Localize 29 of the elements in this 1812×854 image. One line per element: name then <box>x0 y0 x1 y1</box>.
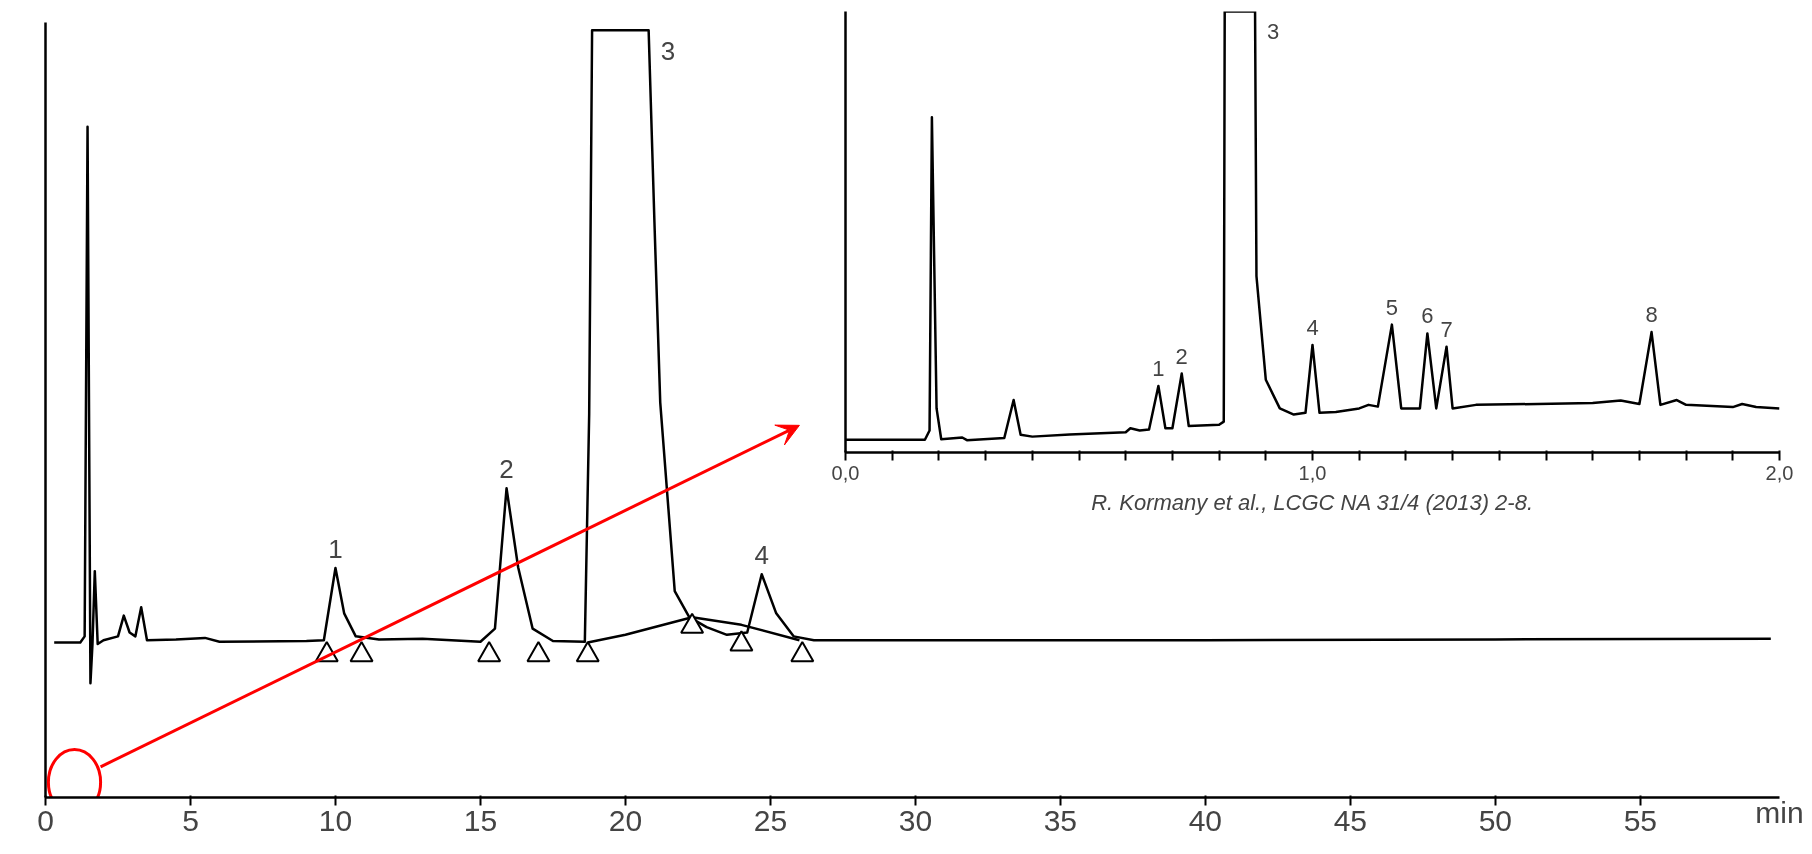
annotation: 7 <box>1440 316 1453 342</box>
x-tick-label: 15 <box>463 803 498 837</box>
annotation: 5 <box>1385 294 1399 320</box>
x-tick-label: 2,0 <box>1765 461 1794 484</box>
annotation: 4 <box>754 540 769 571</box>
annotation: 4 <box>1306 314 1319 340</box>
x-tick-label: 5 <box>182 803 199 837</box>
annotation: 1 <box>328 534 343 565</box>
annotation: 8 <box>1645 302 1658 328</box>
annotation: 6 <box>1421 303 1434 329</box>
annotation: 3 <box>660 36 676 67</box>
x-tick-label: 25 <box>753 803 788 837</box>
x-tick-label: 1,0 <box>1298 461 1327 484</box>
annotation: R. Kormany et al., LCGC NA 31/4 (2013) 2-8. <box>1091 489 1534 515</box>
x-tick-label: 10 <box>318 803 353 837</box>
x-tick-label: 30 <box>898 803 933 837</box>
x-tick-label: 50 <box>1478 803 1513 837</box>
x-tick-label: 55 <box>1623 803 1658 837</box>
annotation: 2 <box>1175 343 1188 369</box>
x-tick-label: 45 <box>1333 803 1368 837</box>
x-tick-label: 0 <box>37 803 54 837</box>
x-tick-label: 20 <box>608 803 643 837</box>
x-tick-label: 0,0 <box>831 461 860 484</box>
annotation: 3 <box>1267 18 1280 44</box>
annotation: 2 <box>499 454 514 485</box>
x-axis-title: min <box>1755 795 1804 829</box>
x-tick-label: 40 <box>1188 803 1223 837</box>
annotation: 1 <box>1152 355 1165 381</box>
x-tick-label: 35 <box>1043 803 1078 837</box>
